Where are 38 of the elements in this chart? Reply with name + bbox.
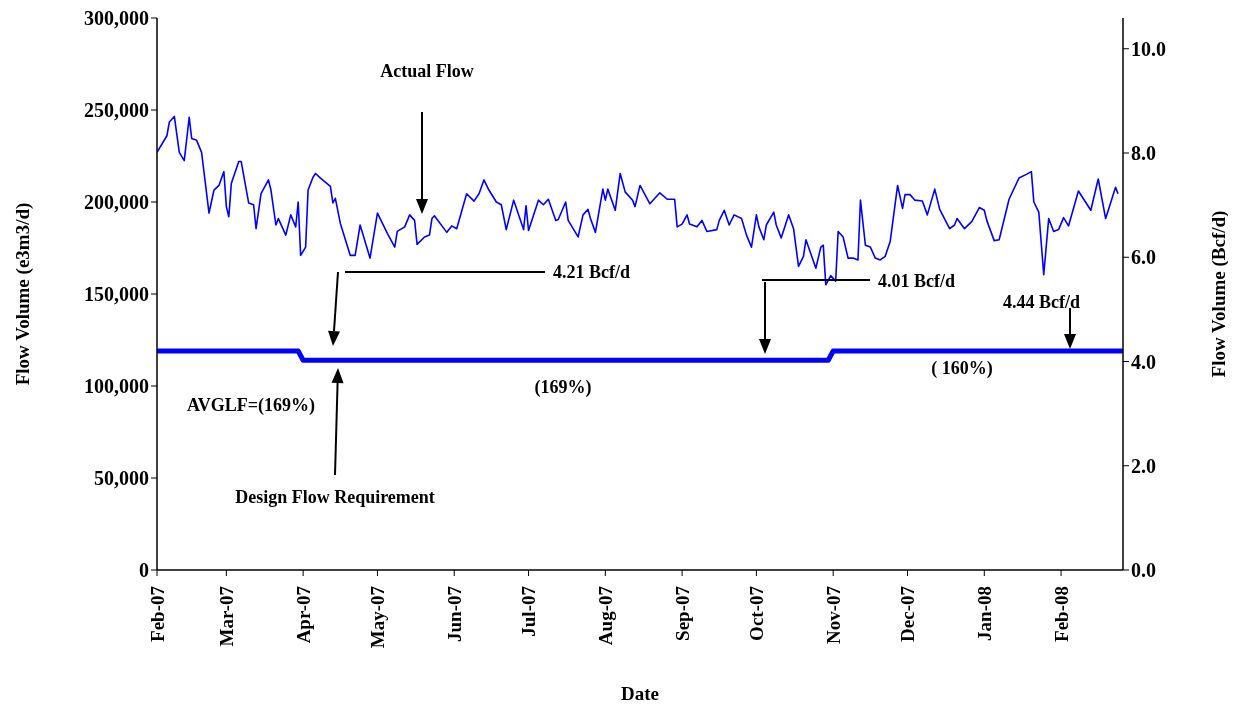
x-tick-label: Mar-07 xyxy=(215,585,237,647)
x-tick-label: May-07 xyxy=(366,585,388,649)
annotation: Design Flow Requirement xyxy=(235,487,435,507)
y-tick-label: 100,000 xyxy=(84,375,149,398)
x-tick-label: Dec-07 xyxy=(897,585,919,642)
y-tick-label: 300,000 xyxy=(84,7,149,30)
annotation: 4.01 Bcf/d xyxy=(878,271,956,291)
y-axis-title: Flow Volume (e3m3/d) xyxy=(11,202,34,386)
annotation: AVGLF=(169%) xyxy=(187,395,315,416)
y-tick-label: 250,000 xyxy=(84,99,149,122)
x-tick-label: Apr-07 xyxy=(292,585,314,644)
x-tick-label: Nov-07 xyxy=(822,585,844,645)
y-tick-label: 200,000 xyxy=(84,191,149,214)
x-tick-label: Jun-07 xyxy=(443,585,465,642)
annotation: 4.44 Bcf/d xyxy=(1003,292,1081,312)
x-axis-title: Date xyxy=(621,683,659,704)
annotation: (169%) xyxy=(534,377,592,398)
y-tick-label: 0 xyxy=(139,559,149,582)
annotation: ( 160%) xyxy=(931,358,993,379)
annotation: 4.21 Bcf/d xyxy=(553,262,631,282)
y2-tick-label: 2.0 xyxy=(1131,454,1156,477)
y2-tick-label: 0.0 xyxy=(1131,559,1156,582)
x-tick-label: Feb-07 xyxy=(146,585,168,642)
y2-tick-label: 8.0 xyxy=(1131,142,1156,165)
x-tick-label: Aug-07 xyxy=(594,585,616,646)
x-tick-label: Jan-08 xyxy=(973,586,995,641)
x-tick-label: Jul-07 xyxy=(518,585,540,637)
line-series xyxy=(157,115,1119,286)
y2-tick-label: 4.0 xyxy=(1131,350,1156,373)
x-tick-label: Feb-08 xyxy=(1050,586,1072,642)
y-tick-label: 50,000 xyxy=(94,467,149,490)
y2-tick-label: 6.0 xyxy=(1131,246,1156,269)
y2-tick-label: 10.0 xyxy=(1131,37,1166,60)
x-tick-label: Oct-07 xyxy=(745,585,767,641)
y2-axis-title: Flow Volume (Bcf/d) xyxy=(1207,210,1230,378)
annotation: Actual Flow xyxy=(380,61,474,81)
x-tick-label: Sep-07 xyxy=(671,585,693,641)
y-tick-label: 150,000 xyxy=(84,283,149,306)
